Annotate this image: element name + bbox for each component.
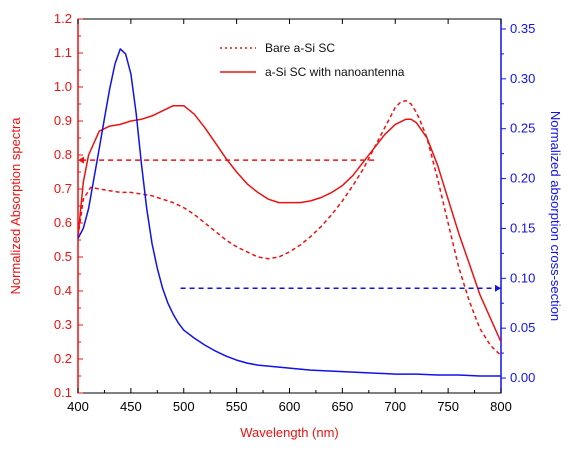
y-left-tick-label: 0.6	[54, 215, 72, 230]
y-right-tick-label: 0.35	[510, 21, 535, 36]
y-right-tick-label: 0.00	[510, 370, 535, 385]
a-si-sc-with-nanoantenna-line	[77, 104, 502, 343]
y-right-tick-label: 0.25	[510, 121, 535, 136]
x-tick-label: 400	[67, 399, 89, 414]
y-right-tick-label: 0.10	[510, 270, 535, 285]
x-axis-title: Wavelength (nm)	[240, 425, 339, 440]
y-right-axis-title: Normalized absorption cross-section	[548, 111, 563, 321]
y-left-axis-title: Normalized Absorption spectra	[8, 117, 23, 295]
y-left-tick-label: 0.1	[54, 385, 72, 400]
y-right-axis-ticks: 0.00 0.05 0.10 0.15 0.20 0.25 0.30 0.35	[501, 21, 535, 385]
x-tick-label: 750	[437, 399, 459, 414]
annotation-layer	[78, 156, 501, 292]
x-tick-label: 800	[490, 399, 512, 414]
left-axis-arrowhead	[78, 156, 84, 164]
right-axis-arrowhead	[495, 284, 501, 292]
y-left-tick-label: 1.1	[54, 45, 72, 60]
x-tick-label: 500	[173, 399, 195, 414]
y-left-tick-label: 0.2	[54, 351, 72, 366]
y-left-tick-label: 0.5	[54, 249, 72, 264]
x-tick-label: 700	[384, 399, 406, 414]
y-right-tick-label: 0.05	[510, 320, 535, 335]
x-tick-label: 550	[226, 399, 248, 414]
y-left-tick-label: 0.9	[54, 113, 72, 128]
x-tick-label: 600	[279, 399, 301, 414]
legend-label-bare: Bare a-Si SC	[265, 41, 335, 55]
y-right-tick-label: 0.20	[510, 171, 535, 186]
y-right-tick-label: 0.30	[510, 71, 535, 86]
y-left-tick-label: 0.8	[54, 147, 72, 162]
absorption-cross-section-line	[77, 48, 501, 377]
series-layer	[77, 48, 502, 377]
y-left-tick-label: 1.0	[54, 79, 72, 94]
y-left-tick-label: 0.3	[54, 317, 72, 332]
legend: Bare a-Si SC a-Si SC with nanoantenna	[220, 41, 405, 79]
y-left-tick-label: 0.4	[54, 283, 72, 298]
x-axis-ticks: 400 450 500 550 600 650 700 750 800	[67, 19, 512, 414]
y-left-tick-label: 1.2	[54, 11, 72, 26]
y-left-tick-label: 0.7	[54, 181, 72, 196]
x-tick-label: 650	[332, 399, 354, 414]
legend-label-nanoantenna: a-Si SC with nanoantenna	[265, 65, 405, 79]
y-left-axis-ticks: 0.1 0.2 0.3 0.4 0.5 0.6 0.7 0.8 0.9 1.0 1.1 1.2	[54, 11, 83, 400]
x-tick-label: 450	[120, 399, 142, 414]
y-right-tick-label: 0.15	[510, 220, 535, 235]
